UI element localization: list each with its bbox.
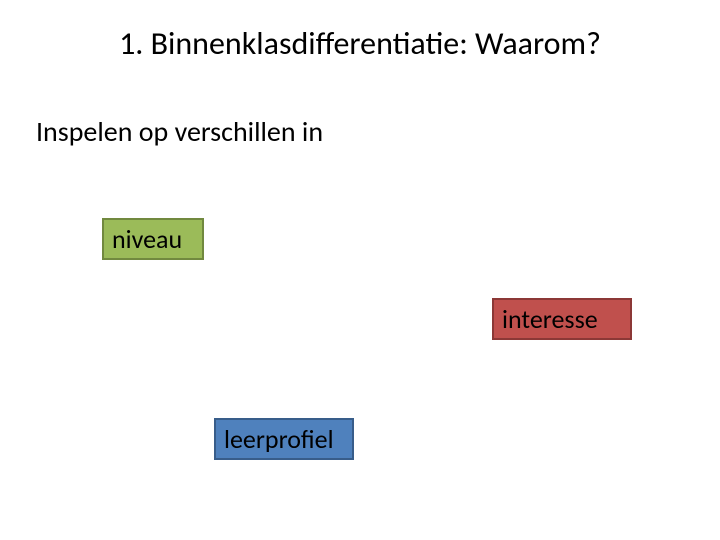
slide-subtitle: Inspelen op verschillen in [36, 114, 323, 149]
box-label-interesse: interesse [502, 303, 598, 335]
slide: 1. Binnenklasdifferentiatie: Waarom? Ins… [0, 0, 720, 540]
title-text: 1. Binnenklasdifferentiatie: Waarom? [119, 24, 601, 63]
box-niveau: niveau [102, 218, 204, 260]
slide-title: 1. Binnenklasdifferentiatie: Waarom? [48, 24, 672, 63]
box-leerprofiel: leerprofiel [214, 418, 354, 460]
subtitle-text: Inspelen op verschillen in [36, 114, 323, 149]
box-label-niveau: niveau [112, 223, 182, 255]
box-interesse: interesse [492, 298, 632, 340]
box-label-leerprofiel: leerprofiel [224, 423, 334, 455]
